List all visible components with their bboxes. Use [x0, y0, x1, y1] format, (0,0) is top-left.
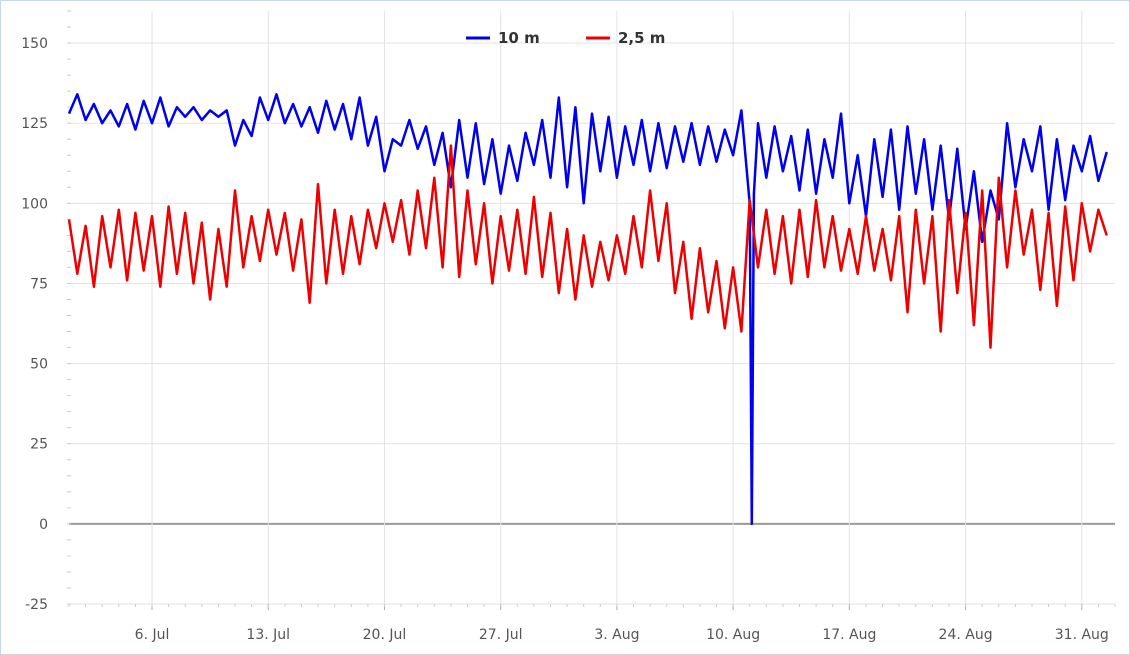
y-tick-label: 125: [21, 116, 48, 132]
grid: [69, 11, 1115, 605]
x-tick-label: 17. Aug: [822, 627, 876, 643]
x-tick-label: 6. Jul: [135, 627, 170, 643]
series-layer: [67, 93, 1108, 526]
x-tick-label: 27. Jul: [479, 627, 523, 643]
y-tick-label: 0: [39, 517, 48, 533]
y-tick-label: 150: [21, 36, 48, 52]
legend[interactable]: 10 m 2,5 m: [466, 29, 665, 47]
y-tick-label: 50: [30, 357, 48, 373]
y-tick-label: 75: [30, 276, 48, 292]
x-tick-label: 13. Jul: [246, 627, 290, 643]
x-tick-label: 3. Aug: [594, 627, 639, 643]
y-tick-label: 100: [21, 196, 48, 212]
x-tick-label: 24. Aug: [939, 627, 993, 643]
series-line-1[interactable]: [67, 144, 1108, 349]
legend-label[interactable]: 2,5 m: [618, 29, 665, 47]
y-tick-label: -25: [25, 597, 48, 613]
series-line-0[interactable]: [67, 93, 1108, 526]
y-tick-label: 25: [30, 437, 48, 453]
x-tick-label: 20. Jul: [363, 627, 407, 643]
legend-label[interactable]: 10 m: [498, 29, 540, 47]
axes: -25 0 25 50 75 100 125 150 6. Jul 13. Jul 20. Jul 2…: [21, 10, 1116, 643]
x-tick-label: 10. Aug: [706, 627, 760, 643]
x-tick-label: 31. Aug: [1055, 627, 1109, 643]
